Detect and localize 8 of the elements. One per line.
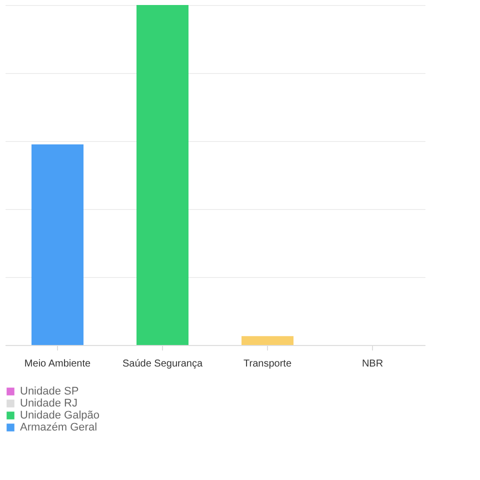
x-tick-label: NBR (362, 358, 384, 370)
x-tick-label: Meio Ambiente (24, 358, 92, 370)
legend-label: Unidade SP (20, 386, 79, 398)
x-tick-label: Transporte (244, 358, 292, 370)
x-tick-label: Saúde Segurança (122, 358, 203, 370)
legend-label: Unidade Galpão (20, 410, 100, 422)
legend-label: Armazém Geral (20, 422, 98, 434)
legend-label: Unidade RJ (20, 398, 78, 410)
